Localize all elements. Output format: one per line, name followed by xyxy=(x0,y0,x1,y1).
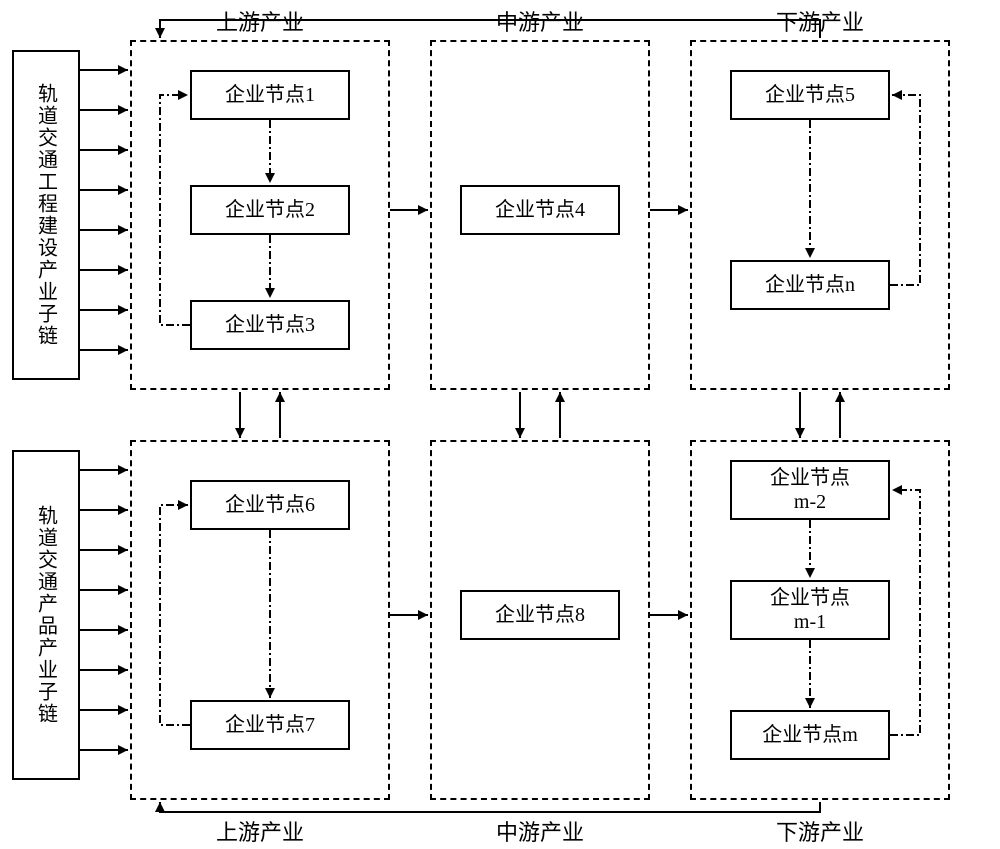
left-label-top: 轨道交通工程建设产业子链 xyxy=(12,50,80,380)
vertical-bi-arrows xyxy=(240,392,840,438)
header-upstream-bottom: 上游产业 xyxy=(200,815,320,847)
node-m-1: 企业节点 m-1 xyxy=(730,580,890,640)
node-2: 企业节点2 xyxy=(190,185,350,235)
feedback-bottom xyxy=(160,802,820,812)
header-midstream-bottom: 中游产业 xyxy=(480,815,600,847)
node-7: 企业节点7 xyxy=(190,700,350,750)
node-8: 企业节点8 xyxy=(460,590,620,640)
node-3: 企业节点3 xyxy=(190,300,350,350)
left-label-top-text: 轨道交通工程建设产业子链 xyxy=(32,83,61,347)
fan-arrows-top xyxy=(80,70,128,350)
node-6: 企业节点6 xyxy=(190,480,350,530)
left-label-bottom-text: 轨道交通产品产业子链 xyxy=(32,505,61,725)
node-m-2: 企业节点 m-2 xyxy=(730,460,890,520)
fan-arrows-bottom xyxy=(80,470,128,750)
header-downstream-top: 下游产业 xyxy=(760,5,880,37)
node-n: 企业节点n xyxy=(730,260,890,310)
node-4: 企业节点4 xyxy=(460,185,620,235)
left-label-bottom: 轨道交通产品产业子链 xyxy=(12,450,80,780)
node-5: 企业节点5 xyxy=(730,70,890,120)
node-1: 企业节点1 xyxy=(190,70,350,120)
header-downstream-bottom: 下游产业 xyxy=(760,815,880,847)
header-midstream-top: 中游产业 xyxy=(480,5,600,37)
header-upstream-top: 上游产业 xyxy=(200,5,320,37)
node-m: 企业节点m xyxy=(730,710,890,760)
